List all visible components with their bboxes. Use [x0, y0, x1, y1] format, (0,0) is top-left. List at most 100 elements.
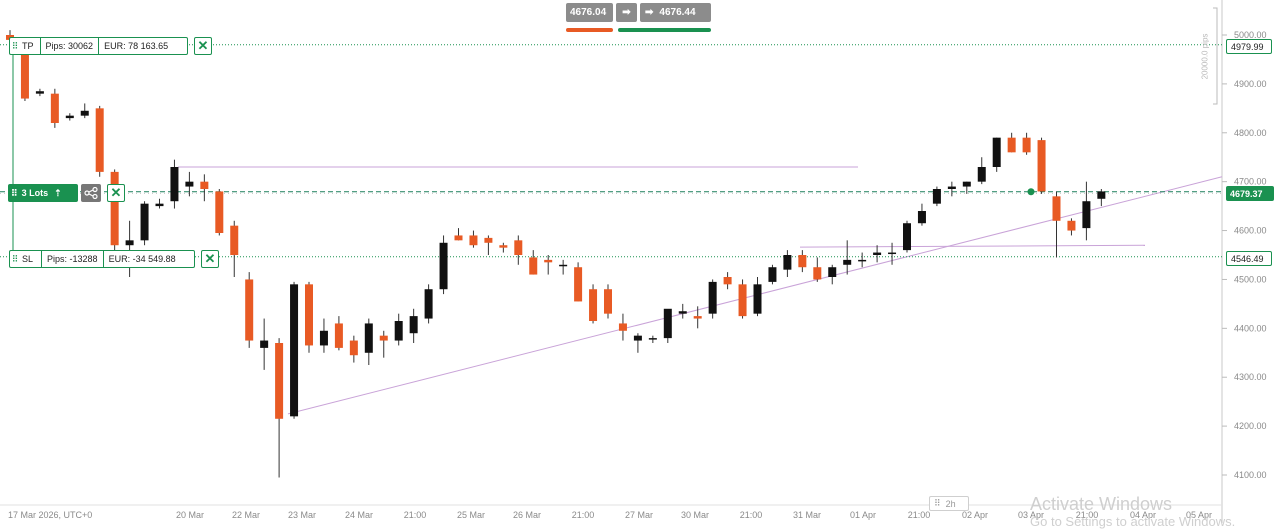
drag-handle-icon[interactable]: ⠿ [11, 253, 19, 264]
candle-bullish [888, 252, 897, 255]
stop-loss-order[interactable]: ⠿ SL Pips: -13288 EUR: -34 549.88 [9, 250, 195, 268]
close-icon: ✕ [204, 251, 216, 266]
time-axis-label: 21:00 [404, 510, 427, 520]
candle-bearish [245, 279, 254, 341]
candle-bearish [95, 108, 104, 172]
arrow-right-icon: ➡ [645, 7, 654, 18]
arrow-up-icon: ⇡ [54, 187, 62, 198]
candle-bearish [200, 181, 209, 189]
timeframe-selector[interactable]: ⠿ 2h [929, 496, 969, 511]
sl-close-button[interactable]: ✕ [201, 250, 219, 268]
sl-tag: SL [22, 254, 34, 264]
candle-bullish [364, 323, 373, 353]
candle-bullish [409, 316, 418, 334]
tp-eur: EUR: 78 163.65 [98, 38, 173, 54]
tp-close-button[interactable]: ✕ [194, 37, 212, 55]
time-axis-label: 21:00 [572, 510, 595, 520]
candle-bearish [1022, 137, 1031, 153]
price-tick-label: 5000.00 [1234, 30, 1267, 40]
candle-bearish [469, 235, 478, 246]
candle-bearish [618, 323, 627, 331]
candle-bearish [215, 191, 224, 233]
position-marker [1027, 188, 1035, 196]
time-axis-label: 21:00 [908, 510, 931, 520]
candle-bearish [604, 289, 612, 314]
candle-bullish [648, 338, 657, 340]
time-axis-label: 27 Mar [625, 510, 653, 520]
candle-bullish [858, 259, 867, 262]
candle-bullish [873, 252, 882, 255]
candle-bullish [708, 281, 717, 314]
take-profit-order[interactable]: ⠿ TP Pips: 30062 EUR: 78 163.65 [9, 37, 188, 55]
tp-pips: Pips: 30062 [39, 38, 99, 54]
candle-bullish [783, 255, 792, 270]
candle-bullish [917, 211, 926, 224]
candle-bullish [932, 189, 941, 204]
time-axis-label: 21:00 [740, 510, 763, 520]
tp-price-tag[interactable]: 4979.99 [1226, 39, 1272, 54]
time-axis-label: 26 Mar [513, 510, 541, 520]
position-price: 4679.37 [1230, 188, 1263, 199]
bid-arrow-button[interactable]: ➡ [616, 3, 637, 22]
candle-bullish [962, 181, 971, 187]
candle-bullish [170, 167, 179, 202]
horizontal-line-support [799, 244, 1146, 248]
position-close-button[interactable]: ✕ [107, 184, 125, 202]
price-tick-label: 4300.00 [1234, 372, 1267, 382]
sl-pips: Pips: -13288 [41, 251, 103, 267]
time-axis-label: 20 Mar [176, 510, 204, 520]
candle-bearish [1007, 137, 1016, 153]
candle-bearish [1037, 140, 1046, 192]
candle-bearish [1052, 196, 1061, 221]
bid-price: 4676.04 [570, 7, 607, 18]
price-tick-label: 4100.00 [1234, 470, 1267, 480]
drag-handle-icon[interactable]: ⠿ [11, 187, 18, 198]
candle-bearish [813, 267, 822, 280]
bid-bar [566, 28, 613, 32]
price-tick-label: 4900.00 [1234, 79, 1267, 89]
candle-bearish [305, 284, 313, 346]
time-axis-label: 04 Apr [1130, 510, 1156, 520]
share-button[interactable] [81, 184, 101, 202]
pips-ruler [1213, 7, 1218, 105]
sl-price: 4546.49 [1231, 253, 1264, 264]
candle-bullish [80, 110, 89, 116]
candle-bearish [379, 335, 388, 341]
sl-price-tag[interactable]: 4546.49 [1226, 251, 1272, 266]
candle-bullish [1082, 201, 1091, 229]
candle-bullish [559, 264, 568, 267]
ask-price: 4676.44 [659, 7, 696, 18]
sl-eur: EUR: -34 549.88 [102, 251, 181, 267]
time-axis-start-label: 17 Mar 2026, UTC+0 [8, 510, 92, 520]
candle-bearish [723, 277, 732, 285]
candle-bearish [484, 237, 493, 243]
position-lots[interactable]: ⠿ 3 Lots ⇡ [8, 184, 78, 202]
candle-bullish [185, 181, 194, 187]
candle-bearish [349, 340, 358, 356]
time-axis-label: 22 Mar [232, 510, 260, 520]
candle-bearish [499, 245, 508, 248]
time-axis-label: 05 Apr [1186, 510, 1212, 520]
candle-bullish [65, 115, 74, 119]
price-tick-label: 4200.00 [1234, 421, 1267, 431]
candle-bearish [738, 284, 747, 317]
ask-bar [618, 28, 711, 32]
candle-bullish [424, 289, 433, 319]
position-price-tag[interactable]: 4679.37 [1226, 186, 1274, 201]
arrow-right-icon: ➡ [622, 7, 631, 18]
candle-bullish [753, 284, 762, 314]
drag-handle-icon[interactable]: ⠿ [11, 40, 19, 51]
candle-bullish [125, 240, 134, 246]
candle-bearish [574, 267, 583, 302]
ask-quote[interactable]: ➡ 4676.44 [640, 3, 711, 22]
candle-bullish [903, 223, 911, 251]
lots-label: 3 Lots [21, 188, 49, 198]
candle-bearish [529, 257, 538, 275]
time-axis-label: 25 Mar [457, 510, 485, 520]
price-tick-label: 4800.00 [1234, 128, 1267, 138]
bid-quote[interactable]: 4676.04 [566, 3, 613, 22]
candle-bullish [633, 335, 642, 341]
price-tick-label: 4600.00 [1234, 226, 1267, 236]
